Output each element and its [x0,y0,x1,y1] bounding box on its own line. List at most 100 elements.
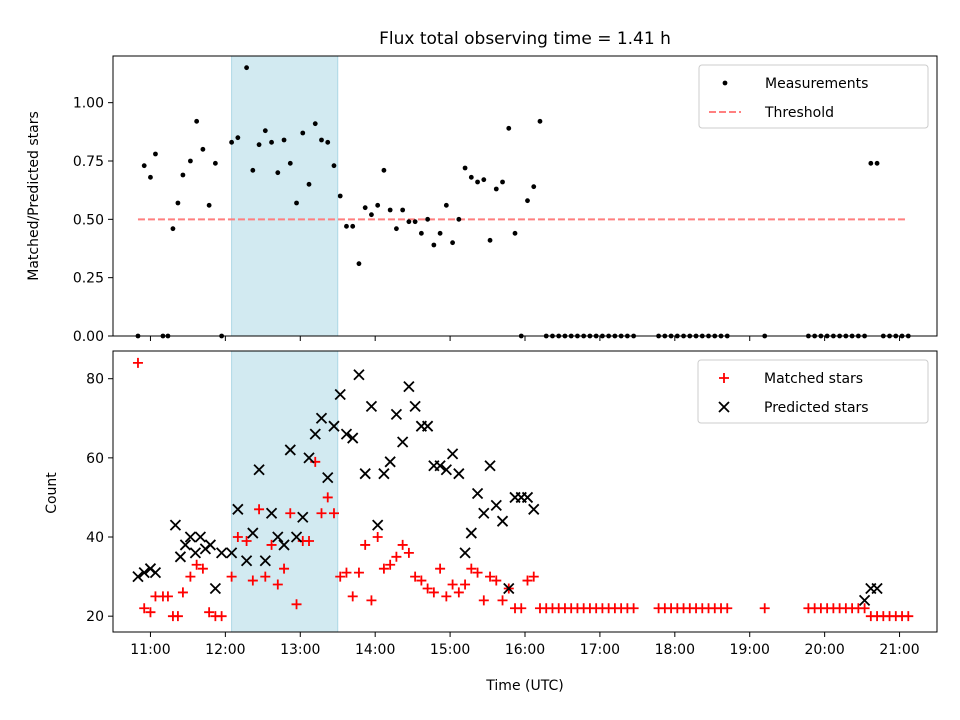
measurement-point [319,137,324,143]
predicted-point [403,380,415,393]
matched-point [347,591,358,602]
matched-point [335,571,346,582]
measurement-point [418,230,424,236]
predicted-point [446,448,459,460]
legend-matched-key [719,373,729,383]
measurement-point [456,216,462,222]
measurement-point [425,216,431,222]
predicted-point [184,531,197,543]
predicted-point [490,499,502,511]
bottom-legend-label: Predicted stars [764,400,869,416]
legend-measurement-key [722,80,728,86]
measurement-point [375,202,381,208]
measurement-point [525,198,530,204]
predicted-point [397,436,409,448]
measurement-point [331,163,337,169]
predicted-point [309,428,321,440]
matched-point [422,583,433,594]
measurement-point [874,160,880,166]
predicted-point [259,555,271,567]
predicted-point [290,531,303,543]
measurement-point [188,158,193,164]
predicted-point [194,531,207,543]
measurement-point [475,179,480,185]
measurement-point [431,242,437,248]
predicted-point [440,464,452,476]
top-y-tick-label: 0.25 [73,271,104,287]
measurement-point [369,212,374,218]
matched-point [366,595,377,606]
matched-point [410,571,421,582]
top-legend-label: Threshold [764,105,834,121]
matched-point [722,603,733,614]
matched-point [859,603,870,614]
predicted-point [378,468,390,480]
bottom-shaded-interval [231,350,339,633]
predicted-point [204,539,217,551]
measurement-point [387,207,393,213]
predicted-point [315,412,328,424]
matched-point [322,492,333,503]
measurement-point [294,200,299,206]
measurement-point [269,139,274,145]
predicted-point [528,503,540,515]
x-tick-label: 20:00 [804,642,844,658]
measurement-point [325,139,331,145]
measurement-point [350,223,356,229]
matched-point [291,599,302,610]
matched-point [285,508,296,519]
predicted-point [465,527,477,539]
measurement-point [180,172,186,178]
x-axis-label: Time (UTC) [485,678,563,694]
matched-point [191,559,202,570]
predicted-point [384,456,396,468]
predicted-point [297,511,309,523]
measurement-point [500,179,505,185]
x-tick-label: 21:00 [879,642,919,658]
predicted-point [434,460,446,472]
chart-title: Flux total observing time = 1.41 h [379,29,671,49]
x-tick-label: 12:00 [205,642,245,658]
top-y-tick-label: 0.00 [73,329,104,345]
matched-point [226,571,237,582]
measurement-point [229,139,235,145]
predicted-point [272,531,284,543]
matched-point [453,587,464,598]
measurement-point [148,174,153,180]
predicted-point [174,551,187,563]
matched-point [372,532,383,543]
x-tick-label: 11:00 [130,642,170,658]
predicted-point [347,432,359,444]
matched-point [522,575,533,586]
predicted-point [179,539,192,551]
measurement-point [262,128,268,134]
matched-point [628,603,639,614]
x-tick-label: 16:00 [505,642,545,658]
matched-point [197,563,208,574]
measurement-point [250,167,256,173]
matched-point [460,579,471,590]
measurement-point [281,137,287,143]
matched-point [216,611,227,622]
matched-point [472,567,483,578]
measurement-point [506,125,512,131]
predicted-point [372,519,384,531]
measurement-point [170,226,176,232]
measurement-point [406,219,412,225]
matched-point [139,603,150,614]
matched-point [177,587,188,598]
x-tick-label: 14:00 [355,642,395,658]
measurement-point [141,163,147,169]
measurement-point [481,177,487,183]
bottom-series-matched-stars [132,357,914,622]
predicted-point [265,507,278,519]
matched-point [341,567,352,578]
matched-point [485,571,496,582]
top-y-tick-label: 0.50 [73,212,104,228]
matched-point [260,571,271,582]
predicted-point [189,547,202,559]
matched-point [132,357,143,368]
matched-point [145,607,156,618]
predicted-point [459,547,471,559]
bottom-legend-box [697,359,929,424]
